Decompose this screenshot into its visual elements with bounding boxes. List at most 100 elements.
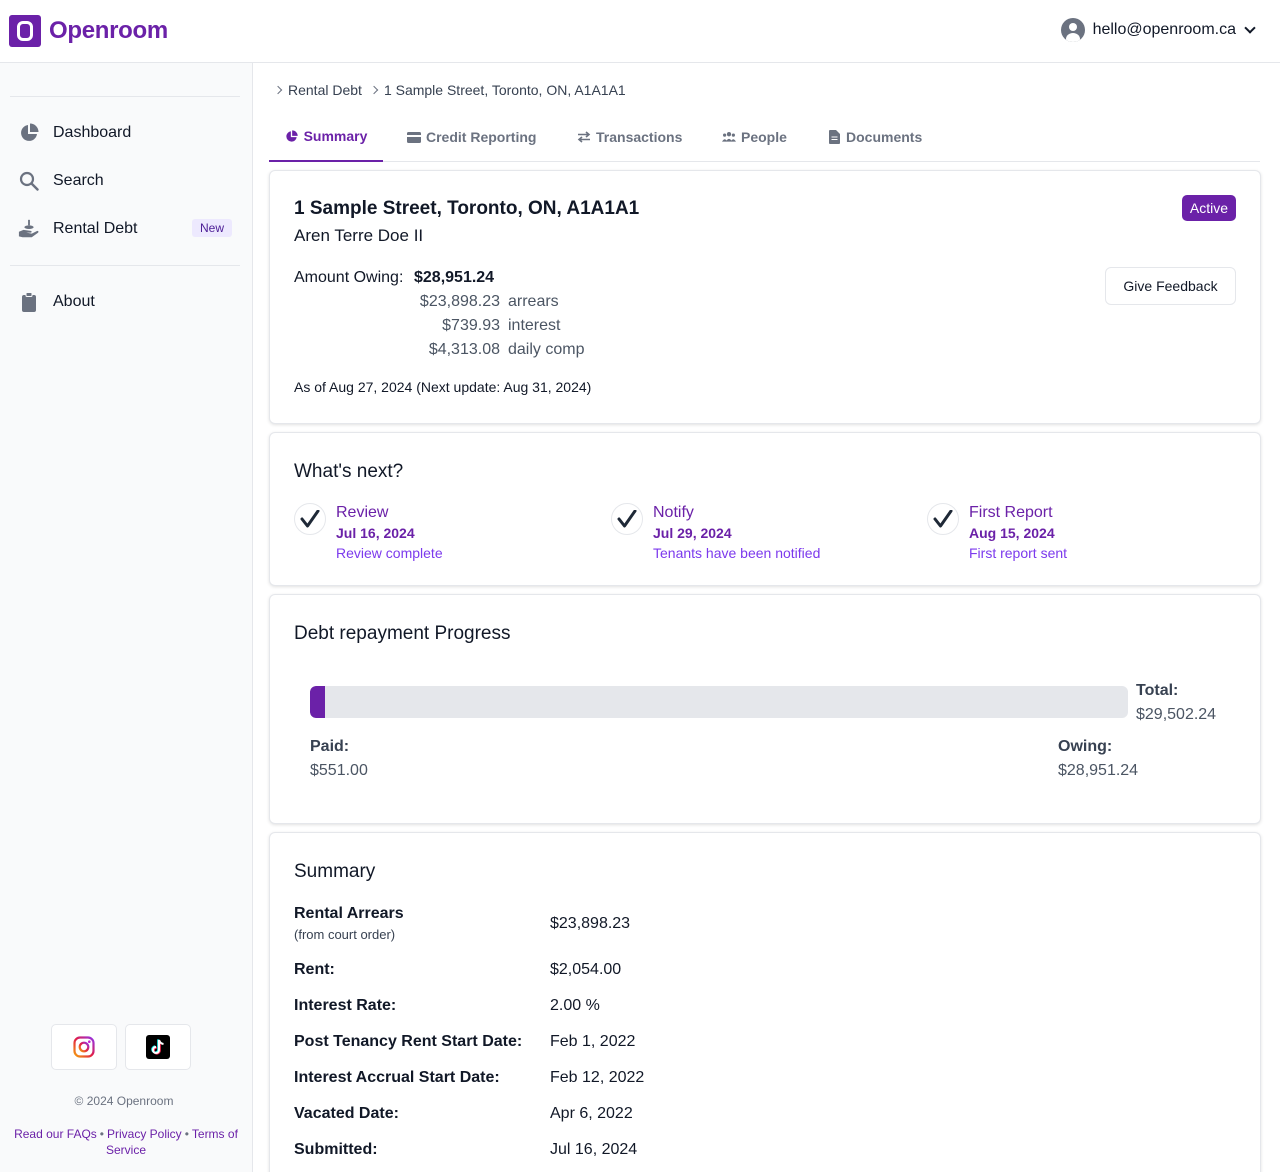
sidebar-item-about[interactable]: About xyxy=(18,288,234,316)
brand-name: Openroom xyxy=(49,17,168,44)
total-label: Total: xyxy=(1136,682,1179,699)
summary-key-note: (from court order) xyxy=(294,927,396,942)
summary-key: Submitted: xyxy=(294,1141,378,1158)
debt-overview-card: 1 Sample Street, Toronto, ON, A1A1A1 Are… xyxy=(269,170,1261,424)
breakdown-amount: $739.93 xyxy=(442,317,500,334)
openroom-logo-icon xyxy=(9,15,41,47)
tab-label: Summary xyxy=(303,128,368,144)
section-title: What's next? xyxy=(294,461,404,482)
instagram-icon xyxy=(73,1036,95,1058)
breakdown-row-daily-comp: $4,313.08 daily comp xyxy=(370,341,670,359)
owing-label: Owing: xyxy=(1058,738,1113,755)
tenant-name: Aren Terre Doe II xyxy=(294,226,424,245)
clipboard-icon xyxy=(18,291,40,313)
instagram-button[interactable] xyxy=(51,1024,117,1070)
sidebar-item-label: Rental Debt xyxy=(53,220,138,237)
tab-label: Transactions xyxy=(596,129,683,145)
step-notify: Notify Jul 29, 2024 Tenants have been no… xyxy=(611,503,820,563)
sidebar-item-label: About xyxy=(53,293,95,310)
tab-label: Credit Reporting xyxy=(426,129,537,145)
status-badge: Active xyxy=(1181,195,1236,221)
step-title: Review xyxy=(336,504,389,521)
breadcrumb-rental-debt[interactable]: Rental Debt xyxy=(288,82,362,98)
tiktok-button[interactable] xyxy=(125,1024,191,1070)
step-description: Review complete xyxy=(336,545,443,561)
sidebar-item-label: Search xyxy=(53,172,104,189)
paid-value: $551.00 xyxy=(310,762,368,779)
faq-link[interactable]: Read our FAQs xyxy=(14,1127,97,1141)
sidebar-item-search[interactable]: Search xyxy=(18,167,234,195)
breakdown-label: arrears xyxy=(508,293,559,310)
summary-value: 2.00 % xyxy=(550,997,600,1014)
breakdown-label: daily comp xyxy=(508,341,585,358)
breakdown-amount: $23,898.23 xyxy=(419,293,500,310)
summary-key: Rent: xyxy=(294,961,335,978)
tab-bar: Summary Credit Reporting Transactions Pe… xyxy=(269,112,1260,162)
as-of-date: As of Aug 27, 2024 (Next update: Aug 31,… xyxy=(294,379,592,395)
link-separator: • xyxy=(99,1127,104,1141)
summary-value: Apr 6, 2022 xyxy=(550,1105,633,1122)
sidebar: Dashboard Search Rental Debt New About xyxy=(0,63,253,1172)
step-title: Notify xyxy=(653,504,694,521)
sidebar-item-dashboard[interactable]: Dashboard xyxy=(18,119,234,147)
total-value: $29,502.24 xyxy=(1136,706,1217,723)
summary-key: Rental Arrears xyxy=(294,905,404,922)
summary-value: $23,898.23 xyxy=(550,915,631,932)
footer-links: Read our FAQs • Privacy Policy • Terms of Se… xyxy=(6,1126,246,1158)
step-title: First Report xyxy=(969,504,1053,521)
tab-transactions[interactable]: Transactions xyxy=(577,112,682,162)
step-first-report: First Report Aug 15, 2024 First report s… xyxy=(927,503,1067,563)
summary-key: Interest Rate: xyxy=(294,997,397,1014)
check-icon xyxy=(294,503,326,535)
paid-label: Paid: xyxy=(310,738,350,755)
document-icon xyxy=(827,130,841,144)
pie-chart-icon xyxy=(18,122,40,144)
owing-value: $28,951.24 xyxy=(1058,762,1139,779)
chevron-right-icon xyxy=(369,85,379,95)
user-email: hello@openroom.ca xyxy=(1092,21,1236,38)
sidebar-item-rental-debt[interactable]: Rental Debt New xyxy=(18,215,234,243)
link-separator: • xyxy=(184,1127,189,1141)
breadcrumb-current: 1 Sample Street, Toronto, ON, A1A1A1 xyxy=(383,82,626,98)
breakdown-row-interest: $739.93 interest xyxy=(370,317,670,335)
summary-value: Jul 16, 2024 xyxy=(550,1141,638,1158)
brand-logo[interactable]: Openroom xyxy=(9,15,168,47)
tab-documents[interactable]: Documents xyxy=(827,112,922,162)
breakdown-amount: $4,313.08 xyxy=(428,341,500,358)
arrows-exchange-icon xyxy=(577,130,591,144)
pie-chart-icon xyxy=(285,129,299,143)
tab-people[interactable]: People xyxy=(722,112,787,162)
section-title: Debt repayment Progress xyxy=(294,623,511,644)
step-date: Jul 29, 2024 xyxy=(653,525,732,541)
step-description: Tenants have been notified xyxy=(653,545,821,561)
sidebar-item-label: Dashboard xyxy=(53,124,132,141)
tab-credit-reporting[interactable]: Credit Reporting xyxy=(407,112,536,162)
step-date: Jul 16, 2024 xyxy=(336,525,415,541)
terms-link[interactable]: Terms of Service xyxy=(105,1127,238,1157)
summary-key: Interest Accrual Start Date: xyxy=(294,1069,500,1086)
tab-summary[interactable]: Summary xyxy=(269,112,383,162)
summary-key: Vacated Date: xyxy=(294,1105,399,1122)
user-menu[interactable]: hello@openroom.ca xyxy=(1060,18,1256,42)
step-description: First report sent xyxy=(969,545,1068,561)
summary-value: $2,054.00 xyxy=(550,961,622,978)
give-feedback-button[interactable]: Give Feedback xyxy=(1105,267,1236,305)
summary-value: Feb 12, 2022 xyxy=(550,1069,645,1086)
tab-label: People xyxy=(741,129,787,145)
check-icon xyxy=(927,503,959,535)
search-icon xyxy=(18,170,40,192)
amount-owing-label: Amount Owing: xyxy=(294,269,404,286)
progress-bar xyxy=(310,686,1128,718)
progress-fill xyxy=(310,686,325,718)
breadcrumb: Rental Debt 1 Sample Street, Toronto, ON… xyxy=(273,82,626,98)
privacy-link[interactable]: Privacy Policy xyxy=(107,1127,182,1141)
sidebar-divider xyxy=(10,96,240,97)
check-icon xyxy=(611,503,643,535)
user-avatar-icon xyxy=(1060,18,1085,42)
copyright: © 2024 Openroom xyxy=(74,1094,174,1108)
tiktok-icon xyxy=(146,1035,170,1059)
property-address: 1 Sample Street, Toronto, ON, A1A1A1 xyxy=(294,198,640,219)
section-title: Summary xyxy=(294,861,376,882)
credit-card-icon xyxy=(407,130,421,144)
step-date: Aug 15, 2024 xyxy=(969,525,1055,541)
